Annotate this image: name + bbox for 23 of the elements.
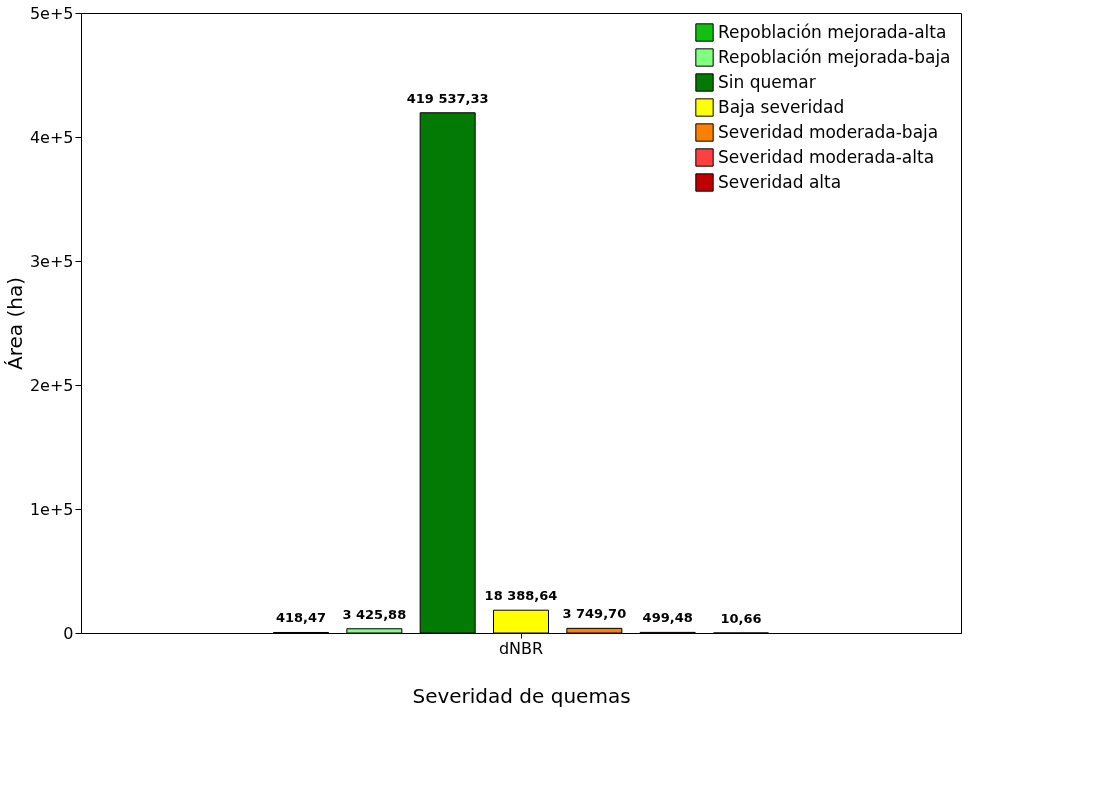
data-label: 3 425,88	[342, 606, 407, 622]
legend-label: Sin quemar	[718, 71, 816, 92]
data-label: 419 537,33	[406, 90, 489, 106]
data-label: 418,47	[275, 610, 327, 626]
y-tick-label: 1e+5	[29, 499, 74, 519]
y-tick-label: 3e+5	[29, 251, 74, 271]
data-label: 3 749,70	[562, 606, 627, 622]
legend-label: Repoblación mejorada-baja	[718, 46, 951, 67]
y-tick-label: 0	[63, 623, 74, 643]
legend-label: Baja severidad	[718, 96, 845, 117]
legend-label: Severidad alta	[718, 171, 842, 192]
y-tick-label: 2e+5	[29, 375, 74, 395]
data-label: 499,48	[642, 610, 693, 626]
x-tick-label: dNBR	[498, 638, 544, 658]
y-tick-label: 5e+5	[29, 3, 74, 23]
data-label: 10,66	[720, 610, 762, 626]
x-axis-title: Severidad de quemas	[412, 683, 631, 708]
data-label: 18 388,64	[484, 588, 558, 604]
legend-label: Severidad moderada-alta	[718, 146, 935, 167]
y-axis-title: Área (ha)	[2, 277, 27, 370]
legend-label: Severidad moderada-baja	[718, 121, 939, 142]
legend-label: Repoblación mejorada-alta	[718, 21, 947, 42]
y-tick-label: 4e+5	[29, 127, 74, 147]
